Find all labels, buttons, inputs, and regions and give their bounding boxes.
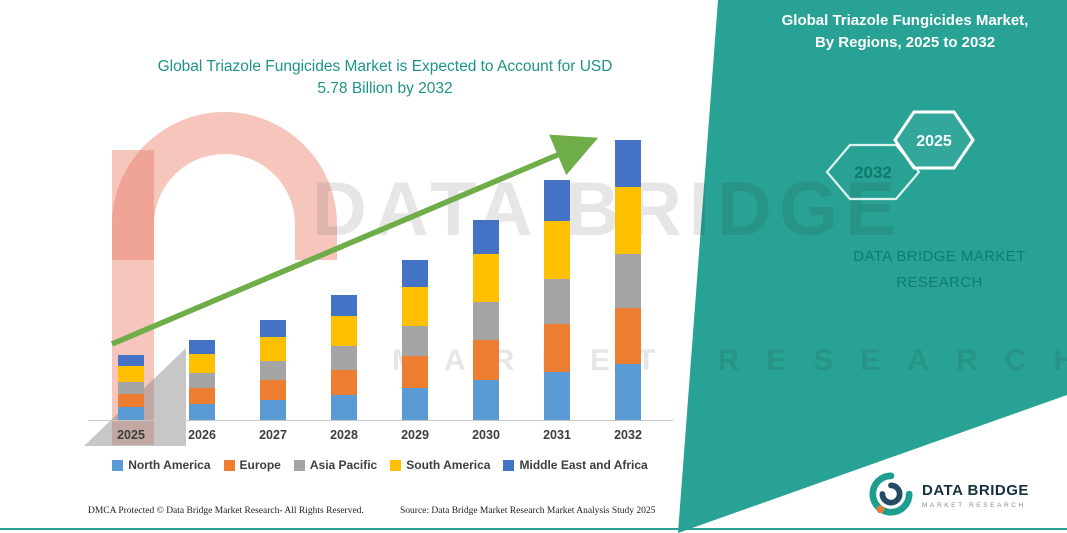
bar-segment-middle-east-and-africa: [260, 320, 286, 338]
legend-label: Asia Pacific: [309, 458, 378, 472]
bar-segment-south-america: [615, 187, 641, 255]
panel-brand-text: DATA BRIDGE MARKET RESEARCH: [822, 244, 1057, 296]
bar-segment-asia-pacific: [402, 325, 428, 357]
bar-segment-south-america: [544, 220, 570, 279]
legend-swatch-icon: [293, 459, 305, 471]
x-axis-label-2026: 2026: [188, 428, 216, 442]
hexagon-2025: [893, 110, 975, 170]
bar-segment-middle-east-and-africa: [189, 340, 215, 354]
bar-segment-europe: [473, 339, 499, 380]
bar-segment-south-america: [118, 366, 144, 382]
x-axis-label-2025: 2025: [117, 428, 145, 442]
bar-segment-north-america: [402, 388, 428, 420]
hexagon-2032-label: 2032: [854, 163, 892, 182]
bar-segment-asia-pacific: [615, 254, 641, 308]
legend-swatch-icon: [112, 459, 124, 471]
bar-2028: [331, 295, 357, 420]
bar-segment-asia-pacific: [260, 360, 286, 381]
bar-segment-south-america: [473, 253, 499, 302]
legend-label: Middle East and Africa: [519, 458, 648, 472]
bar-2026: [189, 340, 215, 420]
panel-title: Global Triazole Fungicides Market, By Re…: [752, 10, 1058, 54]
x-axis-label-2032: 2032: [614, 428, 642, 442]
legend-item-middle-east-and-africa: Middle East and Africa: [503, 458, 648, 472]
panel-title-line1: Global Triazole Fungicides Market,: [781, 12, 1029, 29]
legend-item-europe: Europe: [223, 458, 281, 472]
bar-segment-north-america: [544, 372, 570, 420]
x-axis-label-2029: 2029: [401, 428, 429, 442]
x-axis-label-2031: 2031: [543, 428, 571, 442]
bar-segment-asia-pacific: [544, 278, 570, 325]
legend-label: North America: [128, 458, 211, 472]
bar-segment-north-america: [189, 404, 215, 420]
legend-item-north-america: North America: [112, 458, 211, 472]
x-axis-line: [88, 420, 673, 421]
bar-segment-europe: [331, 369, 357, 395]
bar-segment-north-america: [331, 394, 357, 420]
bar-segment-europe: [402, 356, 428, 389]
bar-segment-middle-east-and-africa: [615, 140, 641, 188]
bar-segment-middle-east-and-africa: [118, 355, 144, 367]
bar-segment-europe: [544, 324, 570, 373]
bar-segment-south-america: [189, 353, 215, 374]
bar-segment-asia-pacific: [118, 381, 144, 394]
bar-2027: [260, 320, 286, 420]
bar-2032: [615, 140, 641, 420]
year-hexagons: 2032 2025: [825, 110, 975, 201]
bar-segment-south-america: [260, 337, 286, 361]
bar-2025: [118, 355, 144, 420]
bar-segment-middle-east-and-africa: [544, 180, 570, 221]
chart-title: Global Triazole Fungicides Market is Exp…: [110, 56, 660, 100]
bar-segment-south-america: [331, 315, 357, 346]
panel-brand-line1: DATA BRIDGE MARKET: [853, 248, 1026, 265]
x-axis-label-2027: 2027: [259, 428, 287, 442]
bar-segment-europe: [189, 388, 215, 405]
legend-swatch-icon: [390, 459, 402, 471]
bar-segment-south-america: [402, 287, 428, 326]
bar-segment-north-america: [118, 406, 144, 420]
bar-segment-middle-east-and-africa: [402, 260, 428, 288]
chart-title-line2: 5.78 Billion by 2032: [317, 80, 453, 97]
x-axis-label-2028: 2028: [330, 428, 358, 442]
bar-segment-middle-east-and-africa: [331, 295, 357, 316]
legend-item-south-america: South America: [390, 458, 490, 472]
legend-label: Europe: [239, 458, 281, 472]
legend-swatch-icon: [503, 459, 515, 471]
x-axis-label-2030: 2030: [472, 428, 500, 442]
bar-segment-asia-pacific: [331, 345, 357, 370]
legend-item-asia-pacific: Asia Pacific: [293, 458, 378, 472]
bar-segment-europe: [118, 393, 144, 407]
bar-segment-asia-pacific: [189, 373, 215, 389]
bar-segment-europe: [615, 307, 641, 364]
bar-segment-middle-east-and-africa: [473, 219, 499, 254]
legend: North America Europe Asia Pacific South Ame…: [85, 458, 675, 472]
chart-title-line1: Global Triazole Fungicides Market is Exp…: [157, 58, 613, 75]
bar-segment-north-america: [473, 379, 499, 420]
bar-segment-asia-pacific: [473, 301, 499, 340]
bar-2029: [402, 260, 428, 420]
hexagon-2025-label: 2025: [916, 133, 952, 150]
hexagon-2032: [825, 143, 921, 201]
bar-2031: [544, 180, 570, 420]
panel-brand-line2: RESEARCH: [896, 274, 983, 291]
bar-segment-north-america: [260, 400, 286, 420]
panel-title-line2: By Regions, 2025 to 2032: [814, 34, 996, 51]
bar-segment-europe: [260, 380, 286, 401]
bar-2030: [473, 219, 499, 420]
legend-swatch-icon: [223, 459, 235, 471]
bar-segment-north-america: [615, 363, 641, 420]
legend-label: South America: [406, 458, 491, 472]
